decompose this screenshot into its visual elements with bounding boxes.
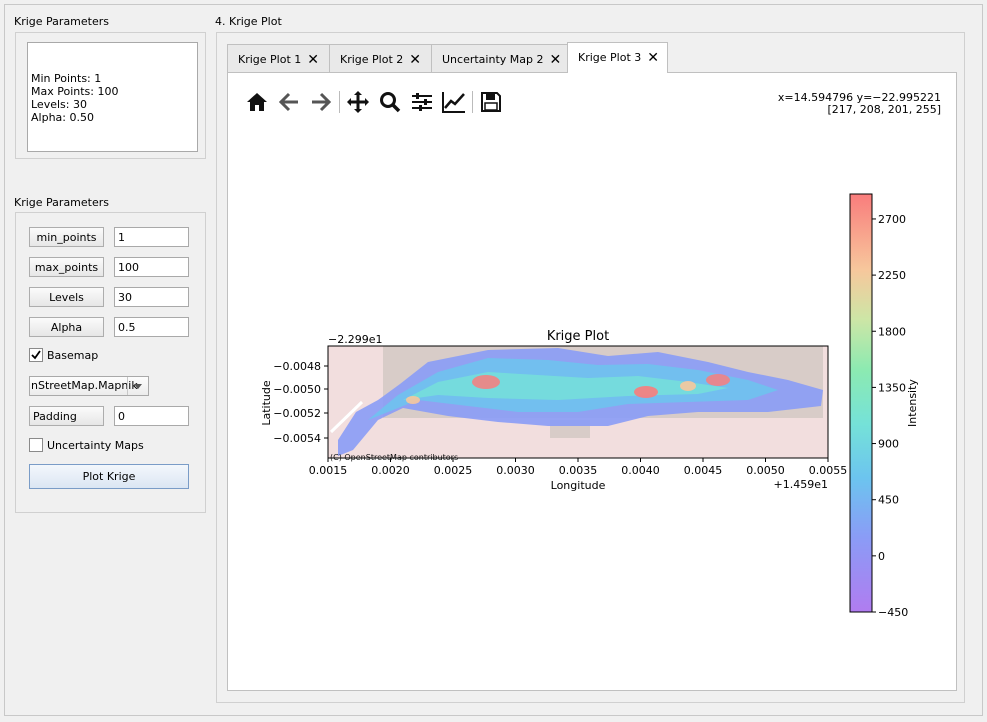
x-tick-label: 0.0045 — [684, 464, 723, 477]
krige-chart: Krige Plot −2.299e1 +1.459e1 Longitude L… — [260, 193, 919, 619]
alpha-input[interactable]: 0.5 — [114, 317, 189, 337]
x-tick-label: 0.0055 — [809, 464, 848, 477]
max-points-input[interactable]: 100 — [114, 257, 189, 277]
tab-krige-plot-1[interactable]: Krige Plot 1 ✕ — [227, 44, 330, 73]
tab-label: Uncertainty Map 2 — [442, 53, 544, 66]
map-attribution: (C) OpenStreetMap contributors — [330, 453, 458, 462]
colorbar-tick-label: 1800 — [878, 325, 906, 338]
max-points-button[interactable]: max_points — [29, 257, 104, 277]
colorbar-tick-label: 1350 — [878, 381, 906, 394]
hotspot — [472, 375, 500, 389]
uncertainty-checkbox[interactable] — [29, 438, 43, 452]
x-tick-label: 0.0020 — [371, 464, 410, 477]
y-axis-label: Latitude — [260, 380, 273, 426]
basemap-road — [329, 400, 364, 434]
summary-levels: Levels: 30 — [31, 98, 87, 111]
heatmap-area — [327, 345, 829, 459]
uncertainty-label: Uncertainty Maps — [47, 439, 144, 452]
tile-provider-select[interactable]: nStreetMap.Mapnik — [29, 376, 149, 396]
close-icon[interactable]: ✕ — [647, 50, 660, 66]
params-group-title: Krige Parameters — [14, 196, 109, 209]
toolbar-separator — [472, 91, 473, 113]
padding-button[interactable]: Padding — [29, 406, 104, 426]
colorbar-tick-label: 2250 — [878, 269, 906, 282]
save-icon[interactable] — [477, 89, 505, 115]
cursor-readout: x=14.594796 y=−22.995221 [217, 208, 201,… — [778, 92, 941, 116]
y-tick-label: −0.0048 — [273, 360, 321, 373]
colorbar-tick-label: 0 — [878, 550, 885, 563]
y-offset-label: −2.299e1 — [328, 333, 382, 346]
summary-group-title: Krige Parameters — [14, 15, 109, 28]
forward-arrow-icon[interactable] — [307, 89, 335, 115]
zoom-icon[interactable] — [376, 89, 404, 115]
tab-uncertainty-map-2[interactable]: Uncertainty Map 2 ✕ — [431, 44, 568, 73]
tab-label: Krige Plot 3 — [578, 51, 642, 64]
colorbar — [849, 193, 873, 613]
home-icon[interactable] — [243, 89, 271, 115]
chart-title: Krige Plot — [547, 329, 609, 344]
basemap-checkbox[interactable] — [29, 348, 43, 362]
x-tick-label: 0.0015 — [309, 464, 348, 477]
tab-krige-plot-2[interactable]: Krige Plot 2 ✕ — [329, 44, 432, 73]
x-tick-label: 0.0050 — [746, 464, 785, 477]
check-icon — [31, 350, 41, 360]
tab-label: Krige Plot 1 — [238, 53, 302, 66]
colorbar-tick-label: 450 — [878, 494, 899, 507]
x-axis-label: Longitude — [551, 479, 606, 492]
summary-max-points: Max Points: 100 — [31, 85, 119, 98]
hotspot — [706, 374, 730, 386]
chevron-down-icon — [127, 377, 148, 395]
tile-provider-value: nStreetMap.Mapnik — [31, 379, 138, 392]
plot-toolbar — [243, 89, 505, 115]
summary-min-points: Min Points: 1 — [31, 72, 102, 85]
back-arrow-icon[interactable] — [275, 89, 303, 115]
x-offset-label: +1.459e1 — [774, 478, 828, 491]
cursor-coords: x=14.594796 y=−22.995221 — [777, 91, 941, 104]
plot-krige-button[interactable]: Plot Krige — [29, 464, 189, 489]
min-points-input[interactable]: 1 — [114, 227, 189, 247]
y-tick-label: −0.0050 — [273, 383, 321, 396]
colorbar-tick-label: −450 — [878, 606, 908, 619]
hotspot — [680, 381, 696, 391]
levels-button[interactable]: Levels — [29, 287, 104, 307]
y-tick-label: −0.0054 — [273, 432, 321, 445]
configure-subplots-icon[interactable] — [408, 89, 436, 115]
summary-alpha: Alpha: 0.50 — [31, 111, 94, 124]
hotspot — [406, 396, 420, 404]
hotspot — [634, 386, 658, 398]
colorbar-tick-label: 2700 — [878, 213, 906, 226]
basemap-label: Basemap — [47, 349, 99, 362]
colorbar-tick-label: 900 — [878, 438, 899, 451]
min-points-button[interactable]: min_points — [29, 227, 104, 247]
x-tick-label: 0.0025 — [434, 464, 473, 477]
pan-icon[interactable] — [344, 89, 372, 115]
close-icon[interactable]: ✕ — [549, 52, 562, 68]
tab-label: Krige Plot 2 — [340, 53, 404, 66]
y-tick-label: −0.0052 — [273, 407, 321, 420]
padding-input[interactable]: 0 — [114, 406, 189, 426]
edit-axis-icon[interactable] — [440, 89, 468, 115]
krige-plot-group-title: 4. Krige Plot — [215, 15, 282, 28]
close-icon[interactable]: ✕ — [307, 52, 320, 68]
x-tick-label: 0.0035 — [559, 464, 598, 477]
x-tick-label: 0.0040 — [621, 464, 660, 477]
alpha-button[interactable]: Alpha — [29, 317, 104, 337]
cursor-pixel-value: [217, 208, 201, 255] — [827, 103, 941, 116]
summary-text-box: Min Points: 1 Max Points: 100 Levels: 30… — [27, 42, 198, 152]
toolbar-separator — [339, 91, 340, 113]
levels-input[interactable]: 30 — [114, 287, 189, 307]
tab-krige-plot-3[interactable]: Krige Plot 3 ✕ — [567, 42, 668, 73]
colorbar-label: Intensity — [906, 379, 919, 427]
close-icon[interactable]: ✕ — [409, 52, 422, 68]
x-tick-label: 0.0030 — [496, 464, 535, 477]
